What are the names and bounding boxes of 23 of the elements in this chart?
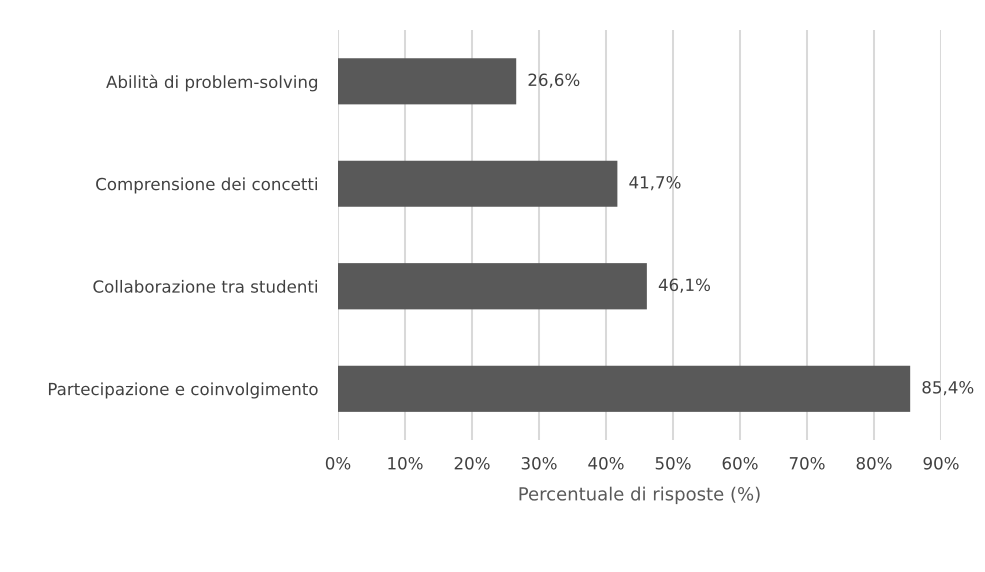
x-tick-label: 50% (656, 456, 691, 470)
y-tick-label: Abilità di problem-solving (106, 74, 318, 92)
x-tick-label: 40% (588, 456, 624, 470)
y-tick-label: Comprensione dei concetti (96, 177, 317, 194)
bar (338, 366, 910, 412)
data-label: 26,6% (528, 73, 580, 88)
x-tick-label: 60% (722, 456, 758, 470)
x-axis-title: Percentuale di risposte (%) (520, 486, 760, 504)
x-tick-label: 20% (454, 456, 490, 470)
y-tick-label: Collaborazione tra studenti (93, 280, 317, 293)
bar (338, 263, 647, 310)
x-tick-label: 10% (388, 456, 423, 470)
x-tick-label: 70% (790, 456, 825, 470)
y-tick-label: Partecipazione e coinvolgimento (48, 382, 318, 399)
bar (338, 160, 618, 207)
x-tick-label: 0% (326, 456, 350, 470)
x-tick-label: 80% (856, 456, 892, 470)
x-tick-label: 90% (924, 456, 959, 470)
x-tick-label: 30% (522, 456, 557, 470)
bar (338, 58, 516, 104)
data-label: 41,7% (629, 176, 681, 190)
data-label: 46,1% (658, 278, 710, 293)
data-label: 85,4% (922, 380, 974, 396)
